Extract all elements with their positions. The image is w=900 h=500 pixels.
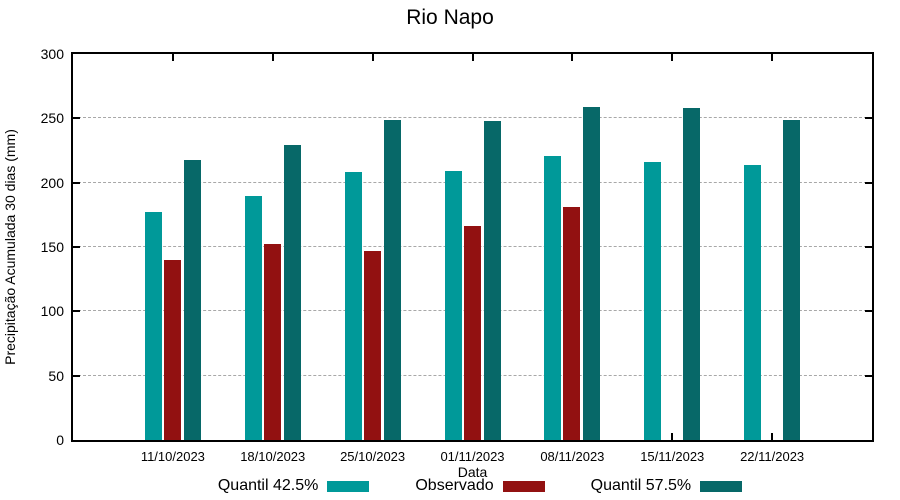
plot-area <box>71 52 874 442</box>
y-tick-label: 100 <box>40 303 64 320</box>
x-tick-mark-bottom <box>771 433 774 440</box>
y-tick-mark-left <box>73 374 80 377</box>
bar-quantil-42-5 <box>344 172 362 440</box>
x-tick-mark-top <box>171 54 174 61</box>
bar-quantil-57-5 <box>283 145 301 440</box>
bar-quantil-42-5 <box>544 155 562 440</box>
x-tick-label: 08/11/2023 <box>540 449 605 464</box>
bar-quantil-57-5 <box>183 159 201 440</box>
bar-quantil-57-5 <box>383 119 401 440</box>
y-tick-mark-left <box>73 310 80 313</box>
bar-quantil-42-5 <box>644 162 662 440</box>
x-tick-label: 18/10/2023 <box>240 449 306 464</box>
bar-observado <box>363 250 381 440</box>
bar-observado <box>463 226 481 440</box>
bar-quantil-42-5 <box>444 171 462 440</box>
y-tick-label: 300 <box>40 46 64 62</box>
x-tick-mark-top <box>571 54 574 61</box>
gridline-250 <box>73 117 872 119</box>
y-tick-mark-right <box>865 117 872 120</box>
legend-label: Observado <box>415 477 494 494</box>
legend-item-2: Observado <box>415 477 545 495</box>
bar-quantil-57-5 <box>783 119 801 440</box>
x-tick-mark-top <box>371 54 374 61</box>
legend-item-3: Quantil 57.5% <box>591 477 743 495</box>
y-tick-mark-right <box>865 374 872 377</box>
y-tick-label: 0 <box>56 432 64 448</box>
x-tick-label: 01/11/2023 <box>440 449 505 464</box>
x-tick-mark-top <box>471 54 474 61</box>
bar-quantil-57-5 <box>583 106 601 440</box>
legend-swatch <box>700 480 743 492</box>
legend-swatch <box>327 480 370 492</box>
x-tick-label: 25/10/2023 <box>340 449 406 464</box>
y-tick-mark-left <box>73 181 80 184</box>
y-tick-label: 150 <box>40 239 64 255</box>
bar-quantil-42-5 <box>144 212 162 440</box>
bar-observado <box>163 259 181 440</box>
x-axis-label: Data <box>457 464 488 480</box>
x-tick-mark-top <box>271 54 274 61</box>
y-tick-label: 200 <box>40 174 64 191</box>
x-tick-label: 15/11/2023 <box>640 449 705 464</box>
gridline-200 <box>73 181 872 183</box>
bar-quantil-42-5 <box>244 195 262 440</box>
x-tick-mark-bottom <box>671 433 674 440</box>
bar-quantil-57-5 <box>683 108 701 440</box>
legend-label: Quantil 57.5% <box>590 477 692 494</box>
chart-title: Rio Napo <box>406 6 494 29</box>
y-tick-mark-left <box>73 246 80 248</box>
x-tick-mark-top <box>671 54 674 61</box>
legend-label: Quantil 42.5% <box>217 477 319 494</box>
y-tick-label: 50 <box>48 367 64 384</box>
legend: Quantil 42.5% Observado Quantil 57.5% <box>0 477 900 495</box>
y-tick-mark-right <box>865 310 872 313</box>
y-tick-label: 250 <box>40 110 64 127</box>
bar-quantil-42-5 <box>744 164 762 440</box>
bar-observado <box>263 244 281 440</box>
y-tick-mark-right <box>865 246 872 248</box>
x-tick-label: 11/10/2023 <box>140 449 205 464</box>
bar-quantil-57-5 <box>483 120 501 440</box>
legend-swatch <box>502 480 545 492</box>
x-tick-label: 22/11/2023 <box>740 449 805 464</box>
y-tick-mark-left <box>73 117 80 120</box>
y-tick-mark-right <box>865 181 872 184</box>
bar-observado <box>563 207 581 440</box>
x-tick-mark-top <box>771 54 774 61</box>
legend-item-1: Quantil 42.5% <box>218 477 370 495</box>
